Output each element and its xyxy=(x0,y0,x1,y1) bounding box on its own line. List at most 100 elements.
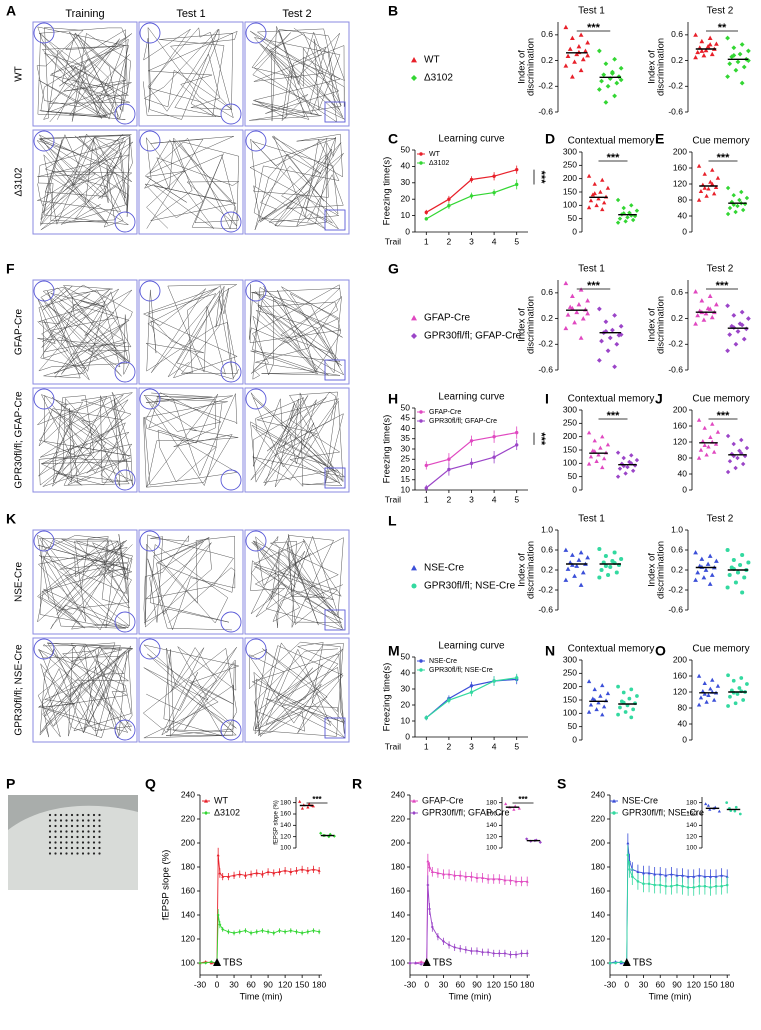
electrode xyxy=(92,835,96,839)
data-point xyxy=(641,871,645,875)
y-tick-label: 100 xyxy=(280,845,291,852)
y-tick-label: 0.6 xyxy=(671,544,683,554)
data-point xyxy=(625,215,630,220)
electrode xyxy=(59,852,63,855)
chart-title: Cue memory xyxy=(692,644,749,655)
x-tick-label: 2 xyxy=(447,236,452,246)
panel-letter: C xyxy=(388,131,398,147)
data-point xyxy=(300,806,305,810)
data-point xyxy=(702,171,707,176)
data-point xyxy=(218,923,222,927)
column-header: Test 1 xyxy=(176,8,205,20)
electrode xyxy=(76,852,79,855)
electrode xyxy=(54,819,57,822)
data-point xyxy=(578,287,584,292)
data-point xyxy=(419,960,423,963)
data-point xyxy=(469,690,474,694)
data-point xyxy=(317,930,321,934)
electrode xyxy=(54,841,57,844)
y-tick-label: -0.2 xyxy=(668,81,683,91)
electrode xyxy=(76,830,79,833)
data-point xyxy=(307,802,311,806)
data-point xyxy=(669,872,673,876)
chart-title: Test 1 xyxy=(578,264,605,275)
electrode xyxy=(87,846,90,850)
data-point xyxy=(481,950,485,954)
data-point xyxy=(734,805,738,809)
data-point xyxy=(580,56,586,62)
data-point xyxy=(715,429,721,434)
data-point xyxy=(709,572,715,577)
data-point xyxy=(709,51,715,57)
data-point xyxy=(475,949,479,953)
data-point xyxy=(447,204,451,208)
legend-label: WT xyxy=(429,151,441,158)
data-point xyxy=(306,869,310,872)
data-point xyxy=(605,83,611,89)
electrode xyxy=(65,852,68,855)
row-label: WT xyxy=(14,66,25,82)
y-tick-label: 0 xyxy=(572,226,577,236)
data-point xyxy=(714,558,719,563)
data-point xyxy=(277,870,281,873)
significance: *** xyxy=(535,432,547,446)
data-point xyxy=(725,348,730,354)
electrode xyxy=(54,824,57,828)
data-point xyxy=(738,812,742,816)
data-point xyxy=(332,834,336,838)
data-point xyxy=(585,40,591,45)
y-tick-label: 0.2 xyxy=(671,564,683,574)
data-point xyxy=(619,960,623,964)
y-tick-label: 120 xyxy=(673,178,687,188)
y-axis-label: discrimination xyxy=(656,296,667,354)
y-tick-label: 40 xyxy=(678,468,688,478)
cue-square xyxy=(324,209,346,231)
electrode xyxy=(81,819,85,822)
data-point xyxy=(578,335,584,340)
data-point xyxy=(727,459,733,464)
x-tick-label: 1 xyxy=(424,741,429,751)
data-point xyxy=(600,465,605,470)
data-point xyxy=(458,873,462,877)
hole xyxy=(114,211,136,233)
data-point xyxy=(289,929,293,933)
hole xyxy=(139,130,161,152)
electrode xyxy=(65,824,68,828)
data-point xyxy=(572,59,577,64)
cue-square xyxy=(324,609,346,631)
electrode xyxy=(98,841,101,844)
hole xyxy=(220,211,242,233)
annotation: TBS xyxy=(633,958,653,969)
data-point xyxy=(632,213,638,219)
data-point xyxy=(653,872,657,876)
electrode xyxy=(70,846,74,850)
hole xyxy=(33,530,55,552)
y-tick-label: 140 xyxy=(486,822,497,829)
data-point xyxy=(603,99,609,105)
data-point xyxy=(596,87,602,92)
y-tick-label: 200 xyxy=(673,654,687,664)
column-header: Test 2 xyxy=(282,8,311,20)
annotation-arrow xyxy=(213,958,222,966)
x-tick-label: 60 xyxy=(655,979,665,989)
data-point xyxy=(708,875,712,878)
hole xyxy=(33,280,55,302)
electrode xyxy=(81,824,85,828)
y-tick-label: 120 xyxy=(591,933,605,943)
series-line xyxy=(199,854,320,964)
y-tick-label: 100 xyxy=(563,708,577,718)
data-point xyxy=(605,442,611,447)
data-point xyxy=(289,870,293,873)
data-point xyxy=(458,947,462,951)
data-point xyxy=(414,961,418,965)
electrode xyxy=(54,813,57,817)
data-point xyxy=(615,450,621,455)
legend-label: NSE-Cre xyxy=(622,795,658,805)
track-path xyxy=(36,133,133,231)
data-point xyxy=(709,314,715,320)
track-path xyxy=(37,642,134,739)
legend-label: GPR30fl/fl; NSE-Cre xyxy=(622,807,704,817)
data-point xyxy=(714,884,718,888)
data-point xyxy=(738,562,743,568)
x-tick-label: 120 xyxy=(687,979,701,989)
